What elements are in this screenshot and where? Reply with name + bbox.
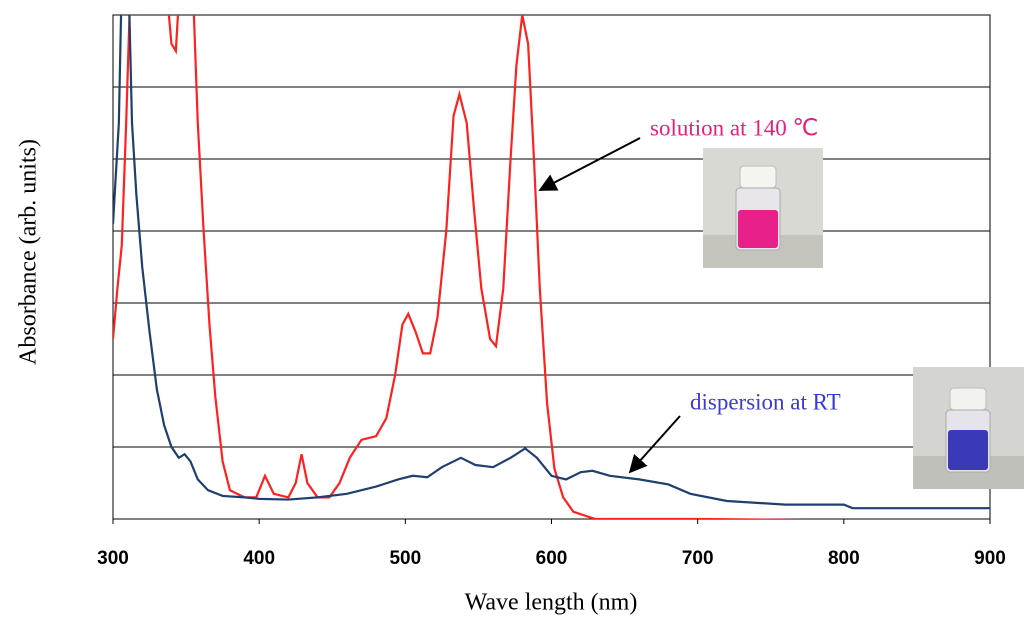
x-axis-title: Wave length (nm) — [465, 590, 638, 616]
x-tick-label: 400 — [243, 548, 275, 569]
series-line — [113, 15, 990, 510]
series-line — [113, 15, 810, 519]
photo-dispersion — [913, 367, 1024, 489]
x-tick-label: 700 — [682, 548, 714, 569]
y-axis-title: Absorbance (arb. units) — [16, 139, 42, 365]
photo-solution — [703, 148, 823, 268]
arrow — [628, 415, 681, 474]
x-tick-label: 800 — [828, 548, 860, 569]
x-tick-label: 500 — [389, 548, 421, 569]
x-tick-label: 600 — [536, 548, 568, 569]
grid — [113, 14, 990, 520]
arrow — [538, 137, 641, 191]
annotation: dispersion at RT — [690, 389, 841, 414]
lines — [113, 15, 990, 519]
x-tick-label: 900 — [974, 548, 1006, 569]
annotation: solution at 140 ℃ — [650, 115, 818, 140]
x-tick-label: 300 — [97, 548, 129, 569]
